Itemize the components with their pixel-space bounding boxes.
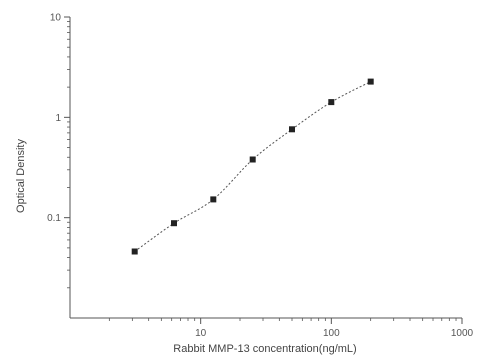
y-tick-label: 1	[55, 113, 61, 124]
data-point	[210, 196, 217, 203]
data-point	[328, 99, 335, 106]
fit-curve	[134, 81, 371, 252]
y-tick-label: 0.1	[47, 213, 61, 224]
x-tick-label: 10	[195, 328, 207, 339]
y-axis-title: Optical Density	[15, 139, 27, 213]
x-tick-label: 100	[323, 328, 340, 339]
axes	[69, 17, 462, 319]
x-axis-title: Rabbit MMP-13 concentration(ng/mL)	[173, 343, 356, 355]
data-point	[367, 78, 374, 85]
data-point	[289, 126, 295, 133]
ticks: 10 100 1000 10 1 0.1	[47, 13, 473, 340]
x-tick-label: 1000	[451, 328, 474, 339]
data-points	[131, 78, 374, 255]
data-point	[171, 220, 177, 227]
data-point	[131, 248, 138, 255]
y-tick-label: 10	[50, 13, 62, 24]
data-point	[249, 156, 256, 163]
fit-curve-group	[134, 81, 371, 252]
